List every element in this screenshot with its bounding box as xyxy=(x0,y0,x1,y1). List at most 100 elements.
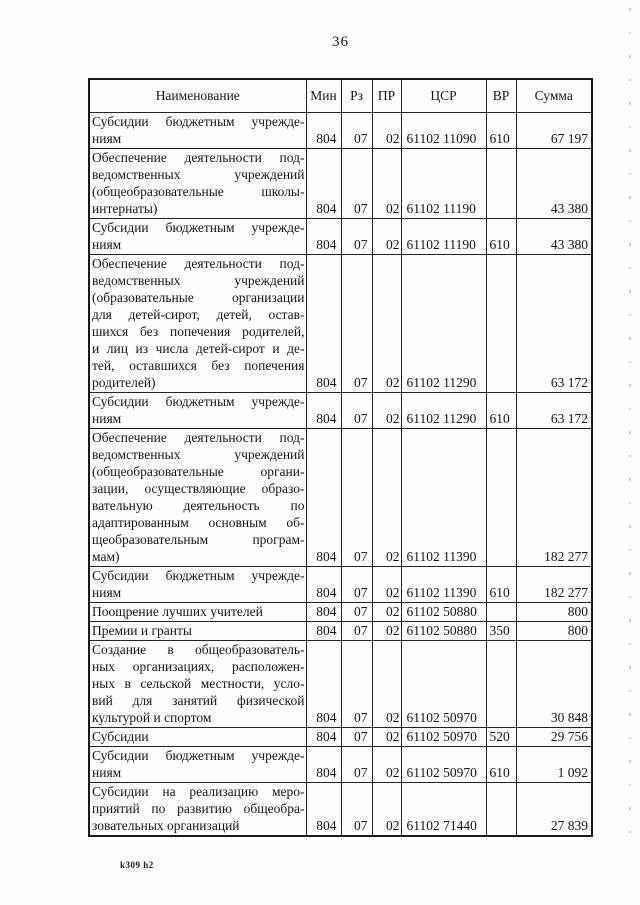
cell-name: Создание в общеобразователь-ных организа… xyxy=(88,640,307,728)
table-row: Субсидии бюджетным учрежде-ниям 804 07 02 61… xyxy=(88,392,593,429)
cell-pr: 02 xyxy=(371,392,402,429)
name-line: Субсидии бюджетным учрежде- xyxy=(92,114,305,129)
name-line: (общеобразовательные школы- xyxy=(92,184,305,199)
name-line: Субсидии на реализацию меро- xyxy=(92,784,305,799)
cell-min: 804 xyxy=(305,566,342,603)
cell-csr: 61102 50970 xyxy=(400,640,487,728)
table-row: Субсидии бюджетным учрежде-ниям 804 07 02 61… xyxy=(88,112,593,149)
cell-min: 804 xyxy=(305,727,342,747)
table-header: Наименование Мин Рз ПР ЦСР ВР Сумма xyxy=(88,78,593,113)
cell-csr: 61102 11190 xyxy=(400,148,487,219)
cell-pr: 02 xyxy=(371,148,402,219)
cell-min: 804 xyxy=(305,254,342,393)
name-line: интернаты) xyxy=(92,201,158,216)
cell-csr: 61102 50970 xyxy=(400,727,487,747)
cell-name: Субсидии бюджетным учрежде-ниям xyxy=(88,112,307,149)
scan-artifact-line xyxy=(629,8,631,848)
cell-sum: 63 172 xyxy=(515,254,593,393)
name-line: Субсидии xyxy=(92,729,149,744)
cell-min: 804 xyxy=(305,640,342,728)
name-line: для детей-сирот, детей, остав- xyxy=(92,307,305,322)
cell-csr: 61102 11190 xyxy=(400,218,487,255)
cell-min: 804 xyxy=(305,392,342,429)
table-row: Поощрение лучших учителей 804 07 02 61102 50… xyxy=(88,602,593,622)
header-vr: ВР xyxy=(485,78,517,113)
cell-rz: 07 xyxy=(340,727,373,747)
name-line: Субсидии бюджетным учрежде- xyxy=(92,568,305,583)
cell-sum: 67 197 xyxy=(515,112,593,149)
cell-name: Субсидии на реализацию меро-приятий по р… xyxy=(88,782,307,837)
cell-rz: 07 xyxy=(340,602,373,622)
cell-name: Обеспечение деятельности под-ведомственн… xyxy=(88,148,307,219)
cell-name: Субсидии бюджетным учрежде-ниям xyxy=(88,566,307,603)
cell-csr: 61102 50880 xyxy=(400,621,487,641)
cell-pr: 02 xyxy=(371,112,402,149)
cell-rz: 07 xyxy=(340,148,373,219)
cell-pr: 02 xyxy=(371,602,402,622)
cell-pr: 02 xyxy=(371,782,402,837)
cell-vr xyxy=(485,254,517,393)
table-row: Субсидии бюджетным учрежде-ниям 804 07 02 61… xyxy=(88,566,593,603)
name-line: ведомственных учреждений xyxy=(92,447,305,462)
cell-vr xyxy=(485,148,517,219)
cell-vr xyxy=(485,640,517,728)
table-row: Субсидии 804 07 02 61102 50970 520 29 756 xyxy=(88,727,593,747)
cell-name: Обеспечение деятельности под-ведомственн… xyxy=(88,428,307,567)
cell-name: Обеспечение деятельности под-ведомственн… xyxy=(88,254,307,393)
budget-table: Наименование Мин Рз ПР ЦСР ВР Сумма Субс… xyxy=(88,78,593,837)
cell-vr xyxy=(485,782,517,837)
name-line: вий для занятий физической xyxy=(92,693,305,708)
name-line: Обеспечение деятельности под- xyxy=(92,150,305,165)
cell-min: 804 xyxy=(305,148,342,219)
name-line: ниям xyxy=(92,765,122,780)
cell-rz: 07 xyxy=(340,392,373,429)
cell-vr: 610 xyxy=(485,746,517,783)
cell-sum: 182 277 xyxy=(515,428,593,567)
cell-pr: 02 xyxy=(371,746,402,783)
cell-vr: 610 xyxy=(485,112,517,149)
cell-rz: 07 xyxy=(340,218,373,255)
name-line: ниям xyxy=(92,237,122,252)
cell-rz: 07 xyxy=(340,428,373,567)
table-row: Премии и гранты 804 07 02 61102 50880 350 800 xyxy=(88,621,593,641)
cell-vr: 610 xyxy=(485,392,517,429)
cell-rz: 07 xyxy=(340,254,373,393)
name-line: ных организациях, расположен- xyxy=(92,659,305,674)
cell-rz: 07 xyxy=(340,746,373,783)
name-line: (общеобразовательные органи- xyxy=(92,464,305,479)
name-line: родителей) xyxy=(92,375,156,390)
cell-pr: 02 xyxy=(371,428,402,567)
cell-sum: 27 839 xyxy=(515,782,593,837)
footer-code: k309 h2 xyxy=(120,860,154,870)
cell-csr: 61102 11390 xyxy=(400,566,487,603)
name-line: ведомственных учреждений xyxy=(92,167,305,182)
name-line: ниям xyxy=(92,131,122,146)
name-line: ных в сельской местности, усло- xyxy=(92,676,305,691)
name-line: зации, осуществляющие образо- xyxy=(92,481,305,496)
cell-rz: 07 xyxy=(340,640,373,728)
name-line: Поощрение лучших учителей xyxy=(92,604,263,619)
name-line: адаптированным основным об- xyxy=(92,515,305,530)
table-row: Обеспечение деятельности под-ведомственн… xyxy=(88,148,593,219)
page-number: 36 xyxy=(332,34,349,50)
cell-csr: 61102 71440 xyxy=(400,782,487,837)
cell-name: Субсидии бюджетным учрежде-ниям xyxy=(88,746,307,783)
cell-csr: 61102 50880 xyxy=(400,602,487,622)
table-row: Субсидии на реализацию меро-приятий по р… xyxy=(88,782,593,837)
cell-sum: 800 xyxy=(515,602,593,622)
cell-sum: 63 172 xyxy=(515,392,593,429)
name-line: (образовательные организации xyxy=(92,290,305,305)
name-line: приятий по развитию общеобра- xyxy=(92,801,305,816)
cell-rz: 07 xyxy=(340,566,373,603)
name-line: щеобразовательным програм- xyxy=(92,532,305,547)
cell-sum: 29 756 xyxy=(515,727,593,747)
header-rz: Рз xyxy=(340,78,373,113)
cell-sum: 182 277 xyxy=(515,566,593,603)
header-pr: ПР xyxy=(371,78,402,113)
header-row: Наименование Мин Рз ПР ЦСР ВР Сумма xyxy=(88,78,593,113)
cell-vr xyxy=(485,602,517,622)
cell-name: Субсидии бюджетным учрежде-ниям xyxy=(88,218,307,255)
name-line: тей, оставшихся без попечения xyxy=(92,358,305,373)
cell-sum: 43 380 xyxy=(515,148,593,219)
cell-pr: 02 xyxy=(371,254,402,393)
